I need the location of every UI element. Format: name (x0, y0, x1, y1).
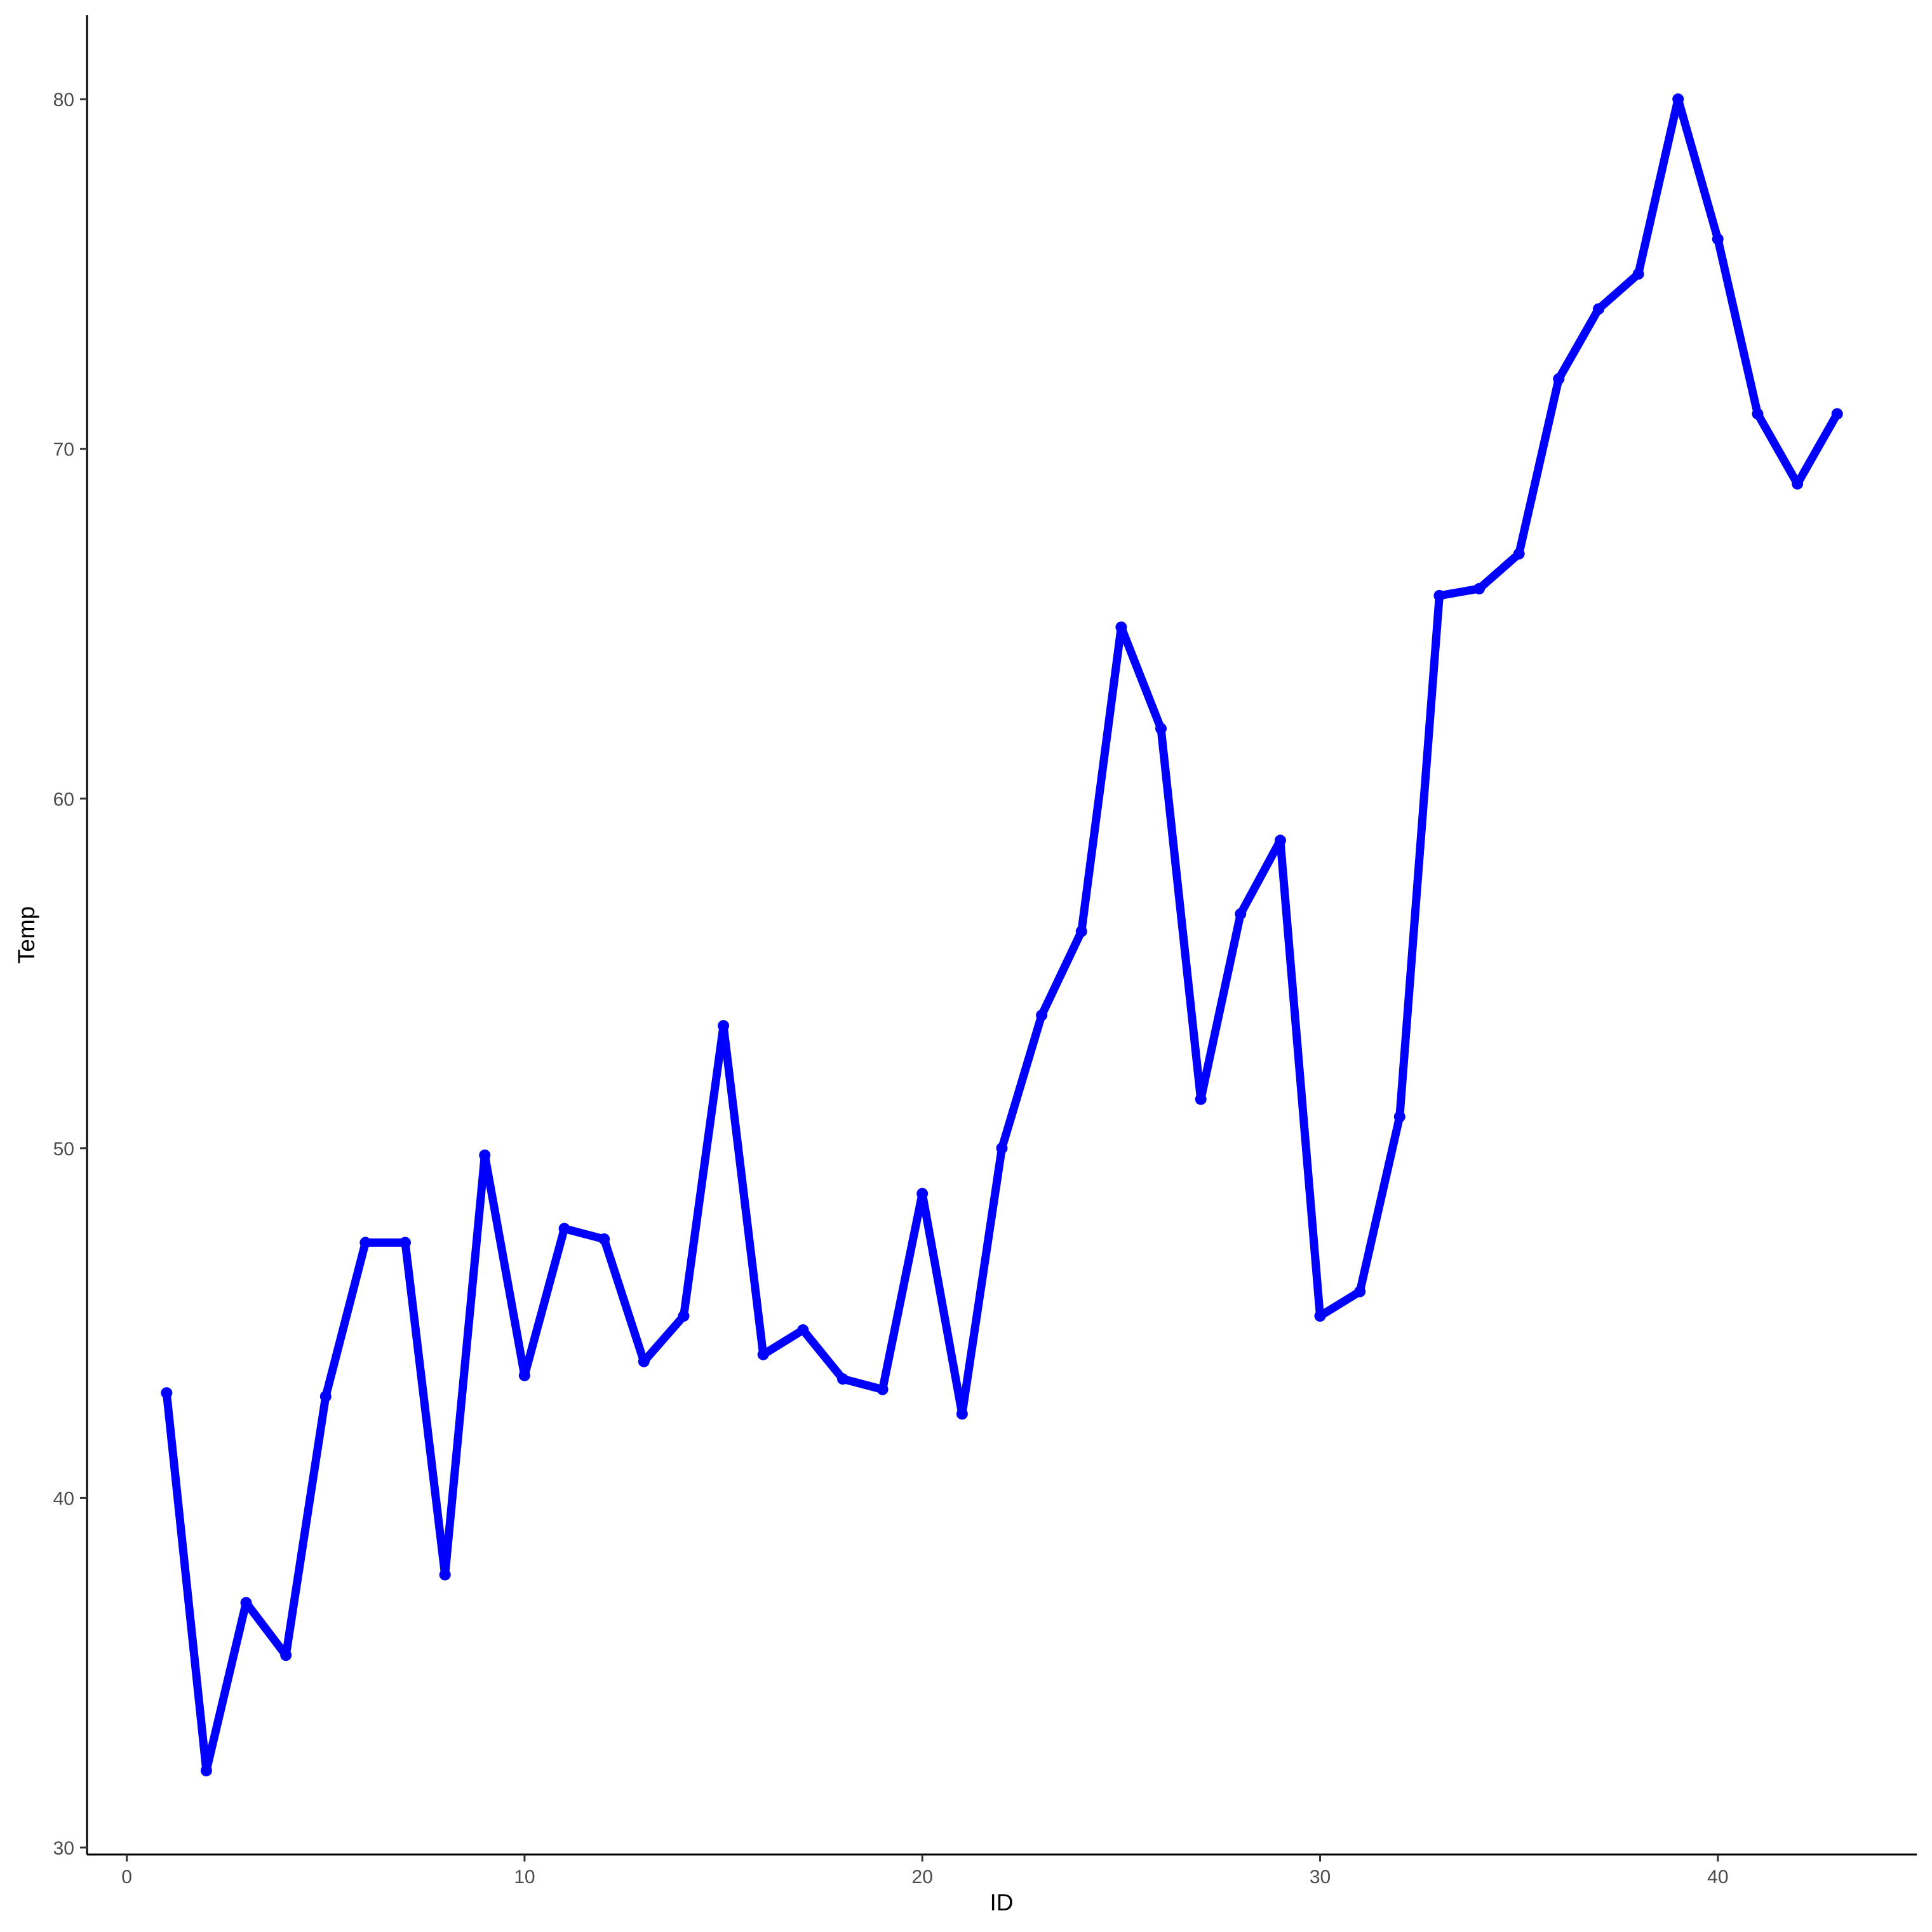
data-point (1274, 835, 1286, 847)
y-tick-label: 50 (53, 1139, 74, 1160)
data-point (1433, 589, 1446, 601)
x-axis-ticks: 0 10 20 30 40 (121, 1855, 1729, 1888)
data-point (1235, 908, 1247, 920)
data-point (240, 1597, 252, 1609)
data-point (1553, 373, 1565, 385)
data-point (1792, 478, 1804, 490)
data-point (678, 1310, 690, 1322)
data-point (479, 1149, 491, 1161)
data-point (1831, 408, 1843, 420)
x-tick-label: 20 (912, 1867, 933, 1888)
data-point (1354, 1285, 1366, 1298)
data-point (319, 1390, 332, 1402)
data-point (956, 1408, 968, 1420)
data-point (876, 1383, 889, 1395)
data-point (518, 1369, 530, 1381)
y-axis: 30 40 50 60 70 80 (53, 15, 88, 1859)
data-point (638, 1355, 650, 1367)
data-point (1393, 1111, 1405, 1123)
data-point (996, 1142, 1008, 1154)
data-point (916, 1188, 929, 1200)
data-point (359, 1237, 372, 1249)
y-tick-label: 80 (53, 90, 74, 111)
data-point (1036, 1009, 1048, 1021)
y-tick-label: 70 (53, 439, 74, 460)
data-point (1155, 723, 1167, 735)
data-point (439, 1569, 451, 1581)
data-point (1115, 621, 1127, 633)
data-point (757, 1348, 769, 1360)
data-point (200, 1764, 212, 1776)
data-point (161, 1387, 173, 1399)
data-point (1632, 268, 1644, 280)
x-tick-label: 30 (1310, 1867, 1331, 1888)
data-point (797, 1324, 809, 1336)
series-layer (161, 93, 1843, 1776)
data-point (1752, 408, 1764, 420)
y-axis-ticks: 30 40 50 60 70 80 (53, 90, 87, 1859)
data-point (1075, 925, 1087, 937)
y-tick-label: 30 (53, 1838, 74, 1859)
data-point (399, 1237, 411, 1249)
data-point (1473, 582, 1486, 594)
data-point (1712, 233, 1724, 245)
x-tick-label: 10 (514, 1867, 535, 1888)
y-axis-title: Temp (13, 906, 39, 963)
y-tick-label: 60 (53, 789, 74, 810)
x-axis: 0 10 20 30 40 (87, 1853, 1917, 1888)
data-point (1593, 303, 1604, 315)
data-point (718, 1020, 730, 1032)
x-tick-label: 40 (1707, 1867, 1728, 1888)
data-point (1513, 547, 1525, 560)
data-point (837, 1373, 849, 1385)
data-point (1314, 1310, 1326, 1322)
x-tick-label: 0 (121, 1867, 132, 1888)
data-point (280, 1649, 292, 1661)
data-point (1672, 93, 1684, 105)
data-point (558, 1223, 570, 1235)
x-axis-title: ID (990, 1889, 1014, 1915)
data-point (598, 1233, 610, 1245)
data-point (1195, 1093, 1207, 1105)
y-tick-label: 40 (53, 1488, 74, 1509)
